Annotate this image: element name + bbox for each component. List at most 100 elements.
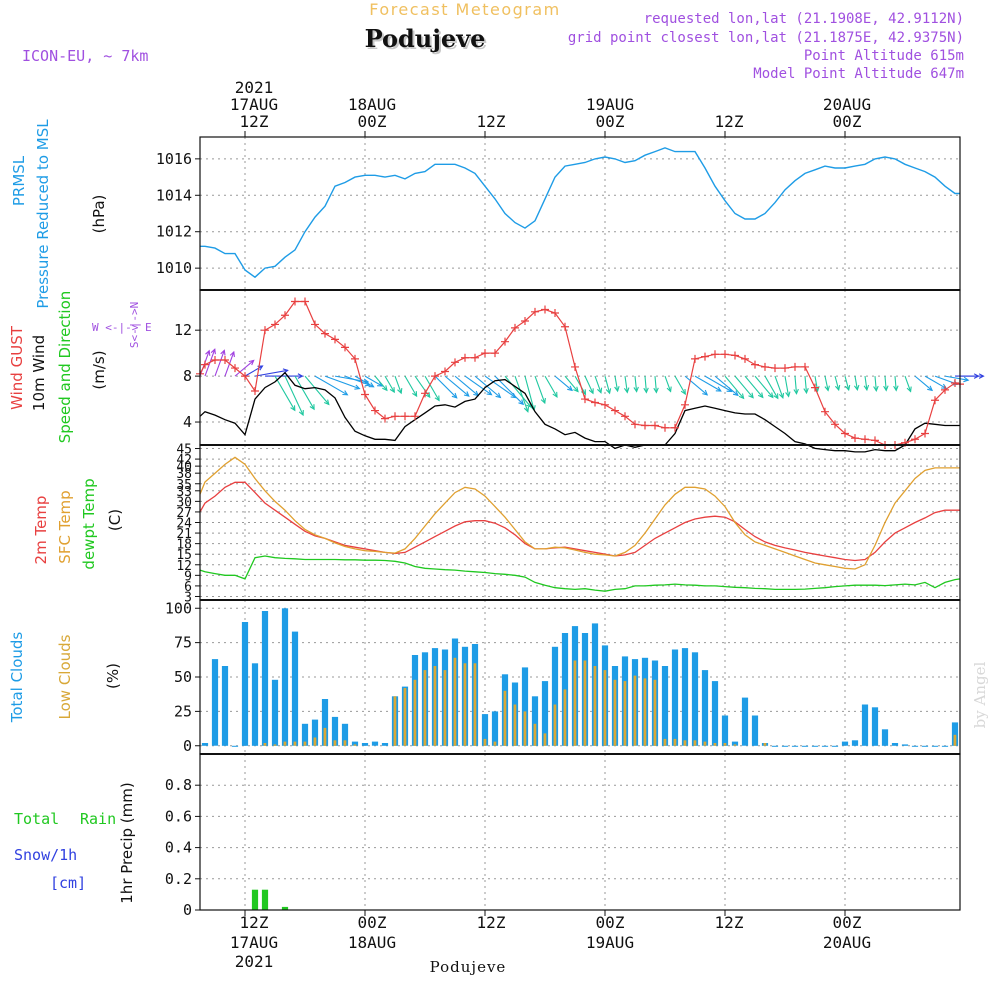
- low-cloud-bar: [273, 744, 277, 746]
- wind-arrow-head: [605, 388, 612, 395]
- low-cloud-bar: [953, 734, 957, 746]
- wind-10m-line: [199, 371, 960, 453]
- low-cloud-bar: [583, 660, 587, 746]
- y-tick-label: 12: [174, 321, 192, 339]
- wind-arrow-head: [873, 385, 879, 393]
- gust-marker: [591, 398, 599, 407]
- wind-arrow-head: [834, 384, 841, 392]
- total-cloud-bar: [791, 745, 799, 747]
- total-cloud-bar: [901, 744, 909, 746]
- total-cloud-bar: [491, 711, 499, 746]
- gust-marker: [431, 372, 439, 381]
- total-label: Total: [14, 810, 59, 828]
- total-clouds-label: Total Clouds: [8, 632, 26, 724]
- panel-frame: [199, 753, 961, 911]
- footer-station: Podujeve: [430, 958, 507, 976]
- total-cloud-bar: [951, 722, 959, 746]
- gust-marker: [411, 412, 419, 421]
- total-cloud-bar: [771, 745, 779, 747]
- wind-arrow-head: [785, 391, 791, 398]
- snow-label: Snow/1h: [14, 846, 77, 864]
- watermark: by Angel: [971, 661, 989, 728]
- wind-arrow: [474, 375, 501, 398]
- low-cloud-bar: [493, 741, 497, 746]
- wind-arrow: [504, 375, 532, 408]
- gust-marker: [641, 421, 649, 430]
- wind-arrow-head: [773, 393, 779, 400]
- total-cloud-bar: [531, 696, 539, 746]
- gust-marker: [811, 383, 819, 392]
- gust-marker: [661, 423, 669, 432]
- wind-arrow: [294, 375, 315, 410]
- gust-marker: [761, 362, 769, 371]
- low-cloud-bar: [653, 679, 657, 746]
- gust-marker: [701, 352, 709, 361]
- low-cloud-bar: [713, 743, 717, 746]
- low-cloud-bar: [733, 744, 737, 746]
- prmsl-label: PRMSL: [10, 155, 28, 206]
- y-tick-label: 45: [176, 443, 192, 458]
- pressure-reduced-label: Pressure Reduced to MSL: [34, 119, 52, 309]
- wind-arrow: [924, 375, 947, 389]
- gust-marker: [781, 364, 789, 373]
- bottom-hour-00z-19aug: 00Z: [596, 913, 625, 932]
- gust-marker: [581, 395, 589, 404]
- wind-arrow-head: [309, 404, 315, 411]
- total-cloud-bar: [361, 743, 369, 746]
- low-cloud-bar: [573, 660, 577, 746]
- wind-arrow-head: [748, 392, 754, 399]
- y-tick-label: 30: [176, 495, 192, 510]
- rain-bar: [281, 906, 289, 910]
- cloud-panel-labels: Total Clouds Low Clouds (%): [8, 632, 122, 724]
- wind-arrow-head: [323, 399, 330, 406]
- gust-marker: [491, 349, 499, 358]
- wind-arrow-head: [863, 384, 870, 392]
- rain-bar: [251, 889, 259, 910]
- wind-arrow-head: [963, 376, 970, 383]
- top-date-20aug: 20AUG: [823, 95, 871, 114]
- y-tick-label: 40: [176, 460, 192, 475]
- precip-panel-labels: Total Rain Snow/1h [cm] 1hr Precip (mm): [14, 782, 136, 903]
- low-cloud-bar: [263, 743, 267, 746]
- wind-arrow: [734, 375, 754, 399]
- wind-arrow: [644, 376, 647, 393]
- y-tick-label: 1014: [156, 186, 192, 204]
- wind-gust-label: Wind GUST: [8, 325, 26, 410]
- y-tick-label: 9: [184, 569, 192, 584]
- gust-marker: [471, 353, 479, 362]
- gust-marker: [841, 429, 849, 438]
- gust-marker: [391, 412, 399, 421]
- wind-arrow-head: [732, 390, 739, 397]
- wind-arrow: [794, 376, 798, 394]
- wind-arrow: [284, 375, 304, 416]
- total-cloud-bar: [541, 681, 549, 746]
- wind-arrow-head: [495, 392, 502, 399]
- low-cloud-bar: [323, 727, 327, 746]
- low-cloud-bar: [413, 679, 417, 746]
- y-tick-label: 1016: [156, 150, 192, 168]
- wind-arrow-head: [248, 359, 255, 366]
- wind-arrow-head: [397, 388, 403, 395]
- rain-bar: [261, 889, 269, 910]
- gust-marker: [341, 343, 349, 352]
- y-tick-label: 8: [183, 367, 192, 385]
- wind-arrow: [564, 375, 579, 392]
- total-cloud-bar: [311, 719, 319, 746]
- low-cloud-bar: [293, 741, 297, 746]
- total-cloud-bar: [821, 745, 829, 747]
- bottom-date-17aug: 17AUG: [230, 933, 278, 952]
- total-cloud-bar: [321, 699, 329, 746]
- gust-marker: [201, 360, 209, 369]
- wind-arrow: [314, 375, 348, 396]
- wind-arrow: [814, 376, 819, 392]
- low-cloud-bar: [553, 704, 557, 746]
- wind-arrow: [684, 375, 708, 396]
- gust-marker: [851, 434, 859, 443]
- bottom-time-axis: 12Z 17AUG 2021 00Z 18AUG 12Z 00Z 19AUG 1…: [230, 913, 871, 976]
- wind-arrow: [904, 375, 912, 392]
- wind-arrow: [704, 375, 732, 392]
- total-cloud-bar: [661, 666, 669, 746]
- wind-arrow-head: [552, 391, 558, 398]
- y-tick-label: 42: [176, 453, 192, 468]
- requested-location: requested lon,lat (21.1908E, 42.9112N): [644, 11, 964, 27]
